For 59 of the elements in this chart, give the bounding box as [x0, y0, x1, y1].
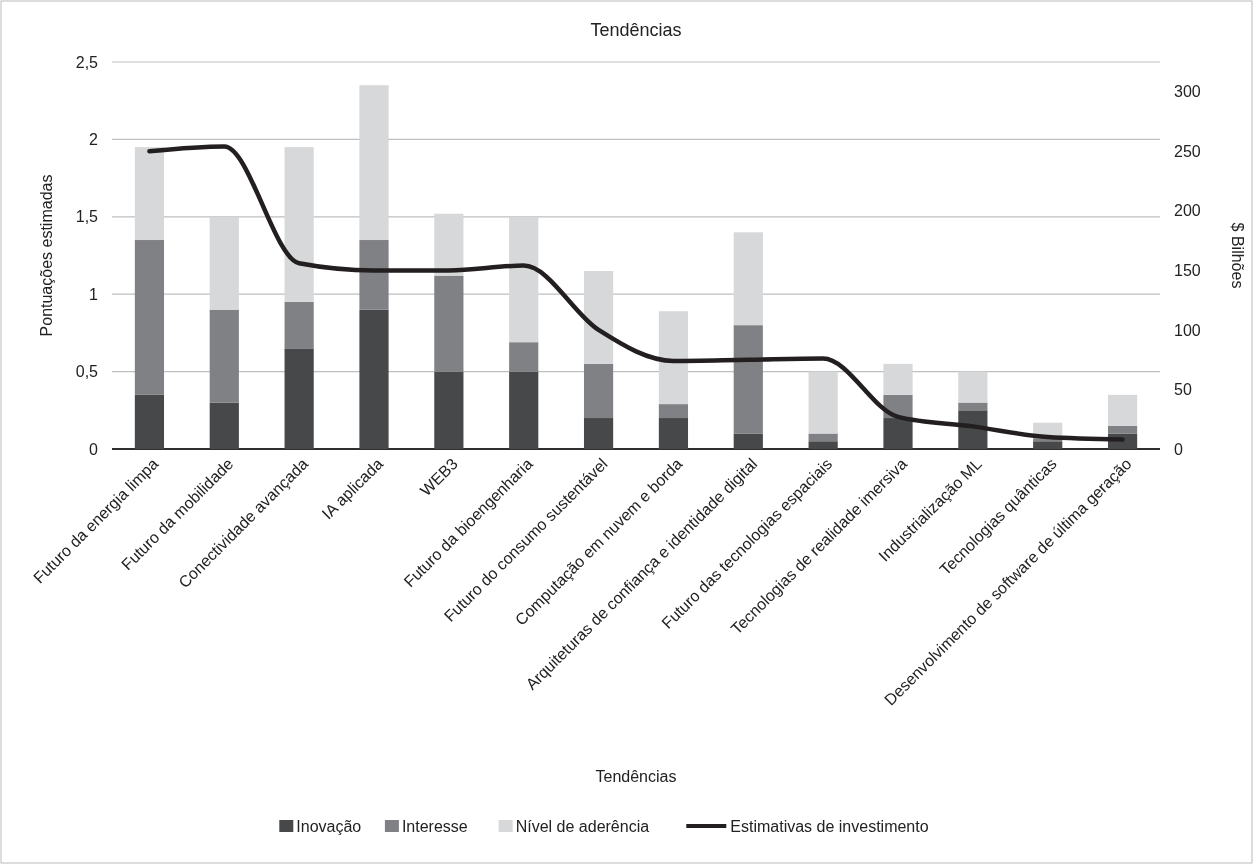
y-tick-label: 1,5 [75, 208, 99, 226]
bar [583, 270, 614, 364]
bar [509, 216, 539, 343]
bar [1107, 425, 1138, 434]
bar [658, 311, 689, 405]
y2-axis-title: $ Bilhões [1229, 222, 1246, 289]
bar [1107, 394, 1138, 426]
bar [658, 418, 689, 449]
bar [134, 240, 165, 395]
bar [583, 418, 614, 449]
bar [733, 325, 763, 434]
legend-label: Inovação [296, 817, 362, 835]
y2-tick-label: 150 [1174, 261, 1201, 279]
bar [434, 371, 464, 449]
bar [134, 147, 165, 241]
bar [359, 240, 389, 310]
bar [808, 441, 838, 449]
bar [209, 309, 239, 403]
bar [958, 402, 988, 411]
bar [509, 371, 539, 449]
bar [883, 363, 913, 395]
bar [359, 85, 389, 241]
chart-title: Tendências [590, 20, 682, 40]
bar [434, 213, 464, 276]
bar [658, 404, 689, 419]
legend-label: Estimativas de investimento [730, 817, 929, 835]
legend-label: Interesse [401, 817, 468, 835]
bar [808, 433, 838, 442]
y-tick-label: 0,5 [75, 363, 99, 381]
bar [733, 433, 763, 449]
y-tick-label: 2 [89, 131, 99, 148]
y-tick-label: 1 [89, 285, 99, 303]
bar [434, 275, 464, 372]
y-tick-label: 2,5 [75, 53, 99, 71]
bar [958, 371, 988, 403]
bar [284, 348, 314, 449]
bar [883, 418, 913, 449]
line-series [147, 144, 1125, 442]
legend-label: Nível de aderência [515, 817, 650, 835]
y2-tick-label: 200 [1174, 202, 1201, 220]
y2-tick-label: 300 [1174, 83, 1201, 101]
y2-tick-label: 250 [1174, 142, 1201, 160]
bar [583, 363, 614, 419]
y2-tick-label: 100 [1174, 321, 1201, 339]
bar [1033, 441, 1063, 449]
x-axis-title: Tendências [595, 768, 677, 785]
bar [284, 147, 314, 302]
bar [209, 402, 239, 449]
bar [284, 301, 314, 349]
y-tick-label: 0 [89, 440, 99, 458]
y2-tick-label: 50 [1174, 381, 1192, 399]
bar [359, 309, 389, 449]
bar [209, 216, 239, 310]
y-axis-title: Pontuações estimadas [38, 174, 55, 337]
bar [733, 232, 763, 326]
bar [509, 342, 539, 372]
bar [134, 394, 165, 449]
y2-tick-label: 0 [1174, 440, 1183, 458]
bar [808, 371, 838, 434]
